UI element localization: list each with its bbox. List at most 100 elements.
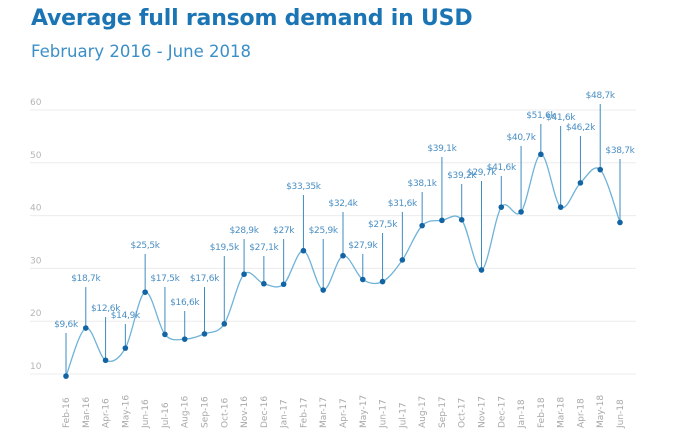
x-tick-label: Nov-16 [240, 396, 250, 428]
data-point [597, 166, 604, 173]
data-label: $17,6k [190, 274, 220, 284]
data-point [241, 271, 247, 278]
data-point [82, 325, 89, 331]
data-point [221, 321, 228, 327]
data-label: $41,6k [487, 163, 517, 173]
data-point [340, 252, 346, 259]
data-point [142, 289, 148, 295]
data-label: $12,6k [91, 304, 121, 314]
data-point [478, 267, 485, 273]
data-label: $19,5k [210, 243, 240, 253]
x-tick-label: Nov-17 [478, 396, 488, 428]
x-tick-label: May-17 [359, 395, 369, 428]
data-label: $27k [273, 226, 295, 236]
data-label: $38,1k [408, 179, 438, 189]
x-tick-label: Apr-17 [339, 398, 349, 428]
data-label: $27,5k [368, 220, 398, 230]
data-label: $38,7k [605, 146, 635, 156]
data-label: $51,6k [526, 111, 556, 121]
data-points [63, 151, 623, 379]
y-tick-label: 60 [30, 98, 42, 108]
data-label: $25,5k [131, 241, 161, 251]
x-tick-label: Sep-16 [201, 396, 211, 428]
data-point [518, 209, 524, 215]
leader-lines [65, 104, 621, 377]
x-tick-label: Feb-16 [62, 397, 72, 428]
data-point [399, 257, 406, 263]
data-label: $9,6k [54, 320, 79, 330]
y-axis-ticks: 10 20 30 40 50 60 [30, 98, 42, 372]
data-label: $27,1k [249, 243, 279, 253]
data-point [102, 357, 109, 364]
x-tick-label: Jul-17 [398, 402, 408, 429]
x-tick-label: Dec-17 [497, 396, 507, 428]
x-tick-label: Oct-16 [220, 397, 230, 428]
data-point [162, 331, 168, 338]
x-tick-label: Apr-16 [102, 398, 112, 428]
x-tick-label: Jan-17 [280, 399, 290, 429]
data-point [63, 373, 69, 379]
x-tick-label: Feb-18 [537, 397, 547, 428]
x-tick-label: Sep-17 [438, 396, 448, 428]
x-tick-label: Dec-16 [260, 396, 270, 428]
data-label: $17,5k [150, 274, 180, 284]
data-point [538, 151, 544, 158]
gridlines [30, 109, 636, 375]
data-label: $39,1k [427, 144, 457, 154]
data-label: $41,6k [546, 113, 576, 123]
data-point [379, 278, 386, 285]
data-point [458, 217, 465, 223]
x-tick-label: Jun-18 [616, 399, 626, 429]
data-label: $28,9k [229, 226, 259, 236]
data-point [280, 281, 287, 288]
data-label: $18,7k [71, 274, 101, 284]
data-point [419, 222, 425, 229]
data-point [320, 287, 327, 293]
series-line [65, 153, 621, 377]
x-tick-label: Jan-18 [517, 399, 527, 429]
data-point [577, 180, 584, 186]
x-tick-label: Apr-18 [576, 398, 586, 428]
data-label: $48,7k [586, 91, 616, 101]
data-label: $29,7k [467, 168, 497, 178]
x-tick-label: Aug-16 [181, 395, 191, 428]
data-point [181, 336, 188, 342]
data-label: $27,9k [348, 241, 378, 251]
data-label: $25,9k [309, 226, 339, 236]
data-point [359, 276, 366, 283]
data-point [261, 280, 267, 287]
y-tick-label: 20 [30, 309, 42, 319]
data-point [498, 204, 505, 210]
x-tick-label: Jun-16 [141, 399, 151, 429]
data-point [122, 345, 129, 351]
x-tick-label: May-16 [121, 395, 131, 428]
y-tick-label: 30 [30, 256, 42, 266]
data-point [201, 331, 208, 337]
data-label: $46,2k [566, 123, 596, 133]
x-tick-label: Mar-17 [319, 397, 329, 428]
x-tick-label: May-18 [596, 395, 606, 428]
data-label: $14,9k [111, 311, 141, 321]
x-axis-ticks: Feb-16 Mar-16 Apr-16 May-16 Jun-16 Jul-16 Aug-… [62, 395, 626, 429]
x-tick-label: Feb-17 [299, 397, 309, 428]
x-tick-label: Mar-18 [557, 397, 567, 428]
x-tick-label: Mar-16 [82, 397, 92, 428]
y-tick-label: 40 [30, 204, 42, 214]
data-point [300, 247, 307, 254]
data-label: $32,4k [328, 199, 358, 209]
data-label: $39,2k [447, 171, 477, 181]
y-tick-label: 10 [30, 362, 42, 372]
chart-title: Average full ransom demand in USD [31, 6, 473, 31]
y-tick-label: 50 [30, 151, 42, 161]
data-label: $16,6k [170, 298, 200, 308]
data-point [617, 219, 623, 226]
x-tick-label: Jul-16 [161, 402, 171, 429]
data-labels: $9,6k $18,7k $12,6k$14,9k $25,5k $17,5k $16,6… [54, 91, 636, 330]
x-tick-label: Oct-17 [458, 398, 468, 428]
x-tick-label: Aug-17 [418, 396, 428, 428]
data-label: $31,6k [388, 199, 418, 209]
data-label: $33,35k [286, 182, 322, 192]
data-label: $40,7k [506, 133, 536, 143]
data-point [557, 204, 564, 210]
